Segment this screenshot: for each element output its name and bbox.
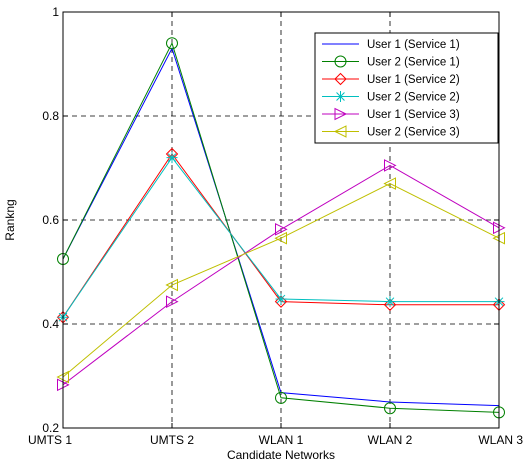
legend-entry: User 1 (Service 3)	[322, 107, 460, 121]
circle-marker	[166, 37, 178, 50]
diamond-marker	[383, 298, 397, 311]
series-line	[62, 164, 500, 386]
y-tick-label: 0.4	[42, 317, 59, 331]
triangle-right-marker	[275, 223, 288, 236]
legend-label: User 1 (Service 1)	[367, 39, 460, 51]
x-axis-label: Candidate Networks	[227, 448, 335, 462]
x-tick-label: UMTS 2	[150, 433, 194, 447]
triangle-left-marker	[383, 177, 396, 190]
diamond-marker	[334, 72, 347, 86]
series-line	[62, 41, 500, 413]
circle-marker	[275, 391, 287, 404]
asterisk-marker	[384, 296, 396, 308]
circle-marker	[384, 402, 396, 415]
y-axis-label: Rankng	[3, 199, 17, 240]
series-group	[56, 37, 506, 419]
axis-ticks: 0.2 0.4 0.6 0.8 1 UMTS 1 UMTS 2 WLAN 1 WLAN 2 WLA…	[28, 5, 523, 447]
triangle-left-marker	[165, 278, 178, 292]
y-tick-label: 0.8	[42, 109, 59, 123]
legend-label: User 2 (Service 3)	[367, 127, 460, 139]
circle-marker	[334, 55, 347, 68]
x-tick-label: WLAN 1	[259, 433, 304, 447]
legend-entry: User 2 (Service 1)	[322, 55, 460, 69]
asterisk-marker	[275, 293, 287, 305]
triangle-right-marker	[166, 295, 179, 308]
x-tick-label: WLAN 2	[368, 433, 413, 447]
x-tick-label: WLAN 3	[478, 433, 523, 447]
y-tick-label: 0.6	[42, 213, 59, 227]
triangle-left-marker	[333, 125, 347, 138]
x-tick-label: UMTS 1	[28, 433, 72, 447]
triangle-left-marker	[274, 231, 287, 245]
y-tick-label: 0.2	[42, 421, 59, 435]
legend-entry: User 2 (Service 3)	[322, 125, 460, 139]
series-line	[62, 183, 500, 378]
asterisk-marker	[166, 152, 178, 164]
triangle-right-marker	[334, 107, 348, 121]
legend-box	[314, 32, 499, 144]
triangle-right-marker	[384, 159, 397, 172]
legend-entry: User 1 (Service 2)	[322, 72, 460, 86]
legend-label: User 2 (Service 1)	[367, 57, 460, 69]
legend-entry: User 2 (Service 2)	[322, 91, 460, 104]
legend-label: User 2 (Service 2)	[367, 92, 460, 104]
legend: User 1 (Service 1) User 2 (Service 1) User…	[314, 32, 499, 144]
legend-label: User 1 (Service 2)	[367, 74, 460, 86]
legend-entry: User 1 (Service 1)	[322, 39, 460, 51]
legend-label: User 1 (Service 3)	[367, 109, 460, 121]
asterisk-marker	[335, 91, 346, 102]
diamond-marker	[274, 295, 288, 308]
y-tick-label: 1	[52, 5, 59, 19]
